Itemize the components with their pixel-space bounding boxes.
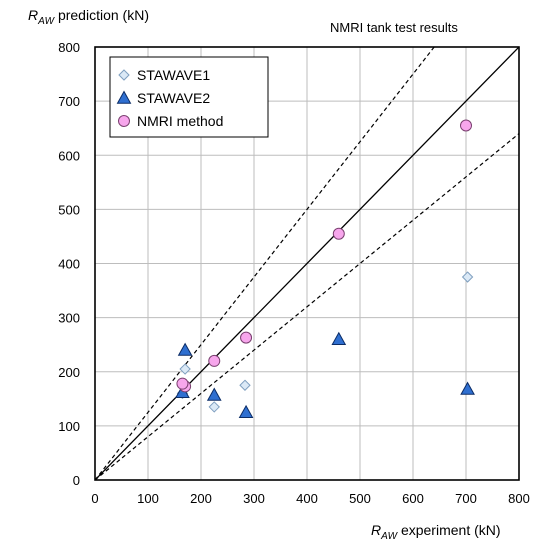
legend-label-nmri-method: NMRI method: [137, 113, 223, 129]
point-stawave2: [238, 404, 254, 419]
reference-lines: [95, 47, 519, 480]
x-axis-title: RAW experiment (kN): [371, 522, 501, 541]
y-tick-label: 500: [58, 202, 80, 217]
point-nmri-method: [460, 119, 472, 132]
point-stawave1: [239, 379, 251, 391]
y-axis-title: RAW prediction (kN): [28, 7, 149, 27]
y-tick-label: 100: [58, 419, 80, 434]
y-tick-labels: 0 100 200 300 400 500 600 700 800: [58, 40, 80, 488]
y-axis-text: prediction (kN): [54, 7, 149, 23]
legend-box: [109, 56, 269, 138]
reference-line-dashed: [95, 133, 519, 480]
reference-line-solid: [95, 47, 519, 480]
y-tick-label: 300: [58, 311, 80, 326]
point-stawave2: [331, 331, 347, 345]
plot-frame: [94, 46, 520, 481]
legend-label-stawave1: STAWAVE1: [137, 67, 210, 83]
point-stawave2: [460, 381, 475, 395]
point-nmri-method: [176, 377, 189, 390]
x-tick-label: 700: [455, 491, 477, 506]
y-tick-label: 400: [58, 257, 80, 272]
point-stawave1: [208, 401, 220, 413]
chart-annotation: NMRI tank test results: [330, 20, 458, 35]
x-tick-label: 400: [296, 491, 318, 506]
y-tick-label: 800: [58, 40, 80, 55]
x-axis-symbol: R: [371, 522, 381, 538]
y-tick-label: 0: [73, 473, 80, 488]
x-tick-label: 500: [349, 491, 371, 506]
legend: STAWAVE1 STAWAVE2 NMRI method: [109, 56, 269, 138]
point-nmri-method: [240, 331, 253, 344]
y-tick-label: 700: [58, 94, 80, 109]
y-tick-label: 600: [58, 148, 80, 163]
y-tick-label: 200: [58, 365, 80, 380]
point-nmri-method: [208, 354, 221, 367]
x-tick-label: 300: [243, 491, 265, 506]
point-stawave1: [179, 363, 191, 375]
x-tick-label: 0: [91, 491, 98, 506]
x-tick-labels: 0 100 200 300 400 500 600 700 800: [91, 491, 529, 506]
x-axis-text: experiment (kN): [397, 522, 500, 538]
point-stawave2: [206, 387, 222, 401]
point-stawave1: [461, 271, 474, 283]
x-tick-label: 100: [137, 491, 159, 506]
data-points: [175, 119, 475, 419]
point-nmri-method: [332, 227, 345, 240]
legend-marker-stawave1: [118, 69, 130, 81]
x-tick-label: 600: [402, 491, 424, 506]
y-axis-symbol: R: [28, 7, 38, 23]
legend-marker-nmri-method: [118, 115, 130, 127]
x-axis-subscript: AW: [380, 531, 398, 541]
x-tick-label: 800: [508, 491, 530, 506]
reference-line-dashed: [95, 47, 435, 480]
legend-label-stawave2: STAWAVE2: [137, 90, 210, 106]
x-tick-label: 200: [190, 491, 212, 506]
point-stawave2: [177, 342, 193, 356]
gridlines: [95, 47, 519, 480]
legend-marker-stawave2: [116, 90, 132, 104]
y-axis-subscript: AW: [37, 16, 55, 27]
